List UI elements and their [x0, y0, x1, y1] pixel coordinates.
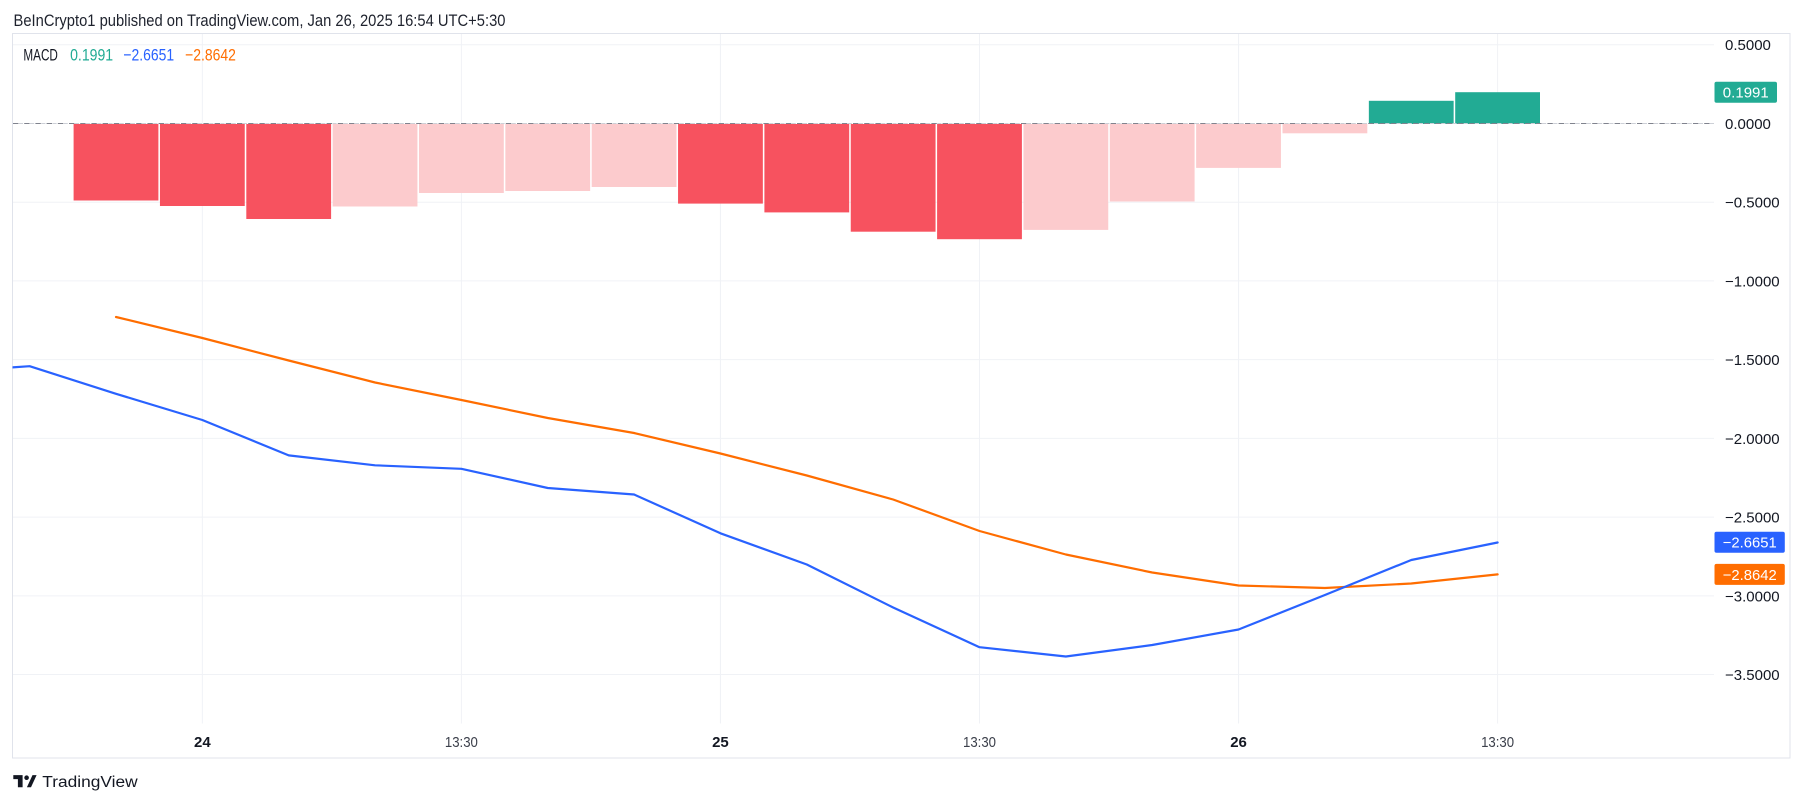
svg-text:−1.0000: −1.0000	[1725, 273, 1780, 290]
svg-text:0.0000: 0.0000	[1725, 116, 1771, 133]
svg-text:−2.8642: −2.8642	[185, 46, 236, 65]
svg-text:13:30: 13:30	[963, 734, 996, 751]
svg-text:MACD: MACD	[23, 46, 58, 65]
svg-text:0.5000: 0.5000	[1725, 37, 1771, 54]
svg-text:26: 26	[1230, 734, 1247, 751]
svg-text:24: 24	[194, 734, 211, 751]
svg-text:−2.5000: −2.5000	[1725, 510, 1780, 527]
svg-text:−2.8642: −2.8642	[1723, 567, 1777, 584]
svg-text:TradingView: TradingView	[42, 774, 138, 791]
svg-text:BeInCrypto1 published on Tradi: BeInCrypto1 published on TradingView.com…	[14, 11, 506, 30]
svg-text:0.1991: 0.1991	[1723, 85, 1769, 102]
svg-text:13:30: 13:30	[445, 734, 478, 751]
svg-text:25: 25	[712, 734, 729, 751]
svg-text:−1.5000: −1.5000	[1725, 352, 1780, 369]
svg-text:−3.5000: −3.5000	[1725, 667, 1780, 684]
svg-text:−3.0000: −3.0000	[1725, 588, 1780, 605]
svg-text:−0.5000: −0.5000	[1725, 195, 1780, 212]
svg-text:−2.6651: −2.6651	[1723, 535, 1777, 552]
svg-text:0.1991: 0.1991	[70, 46, 113, 65]
svg-text:−2.0000: −2.0000	[1725, 431, 1780, 448]
svg-text:13:30: 13:30	[1481, 734, 1514, 751]
svg-text:−2.6651: −2.6651	[123, 46, 174, 65]
